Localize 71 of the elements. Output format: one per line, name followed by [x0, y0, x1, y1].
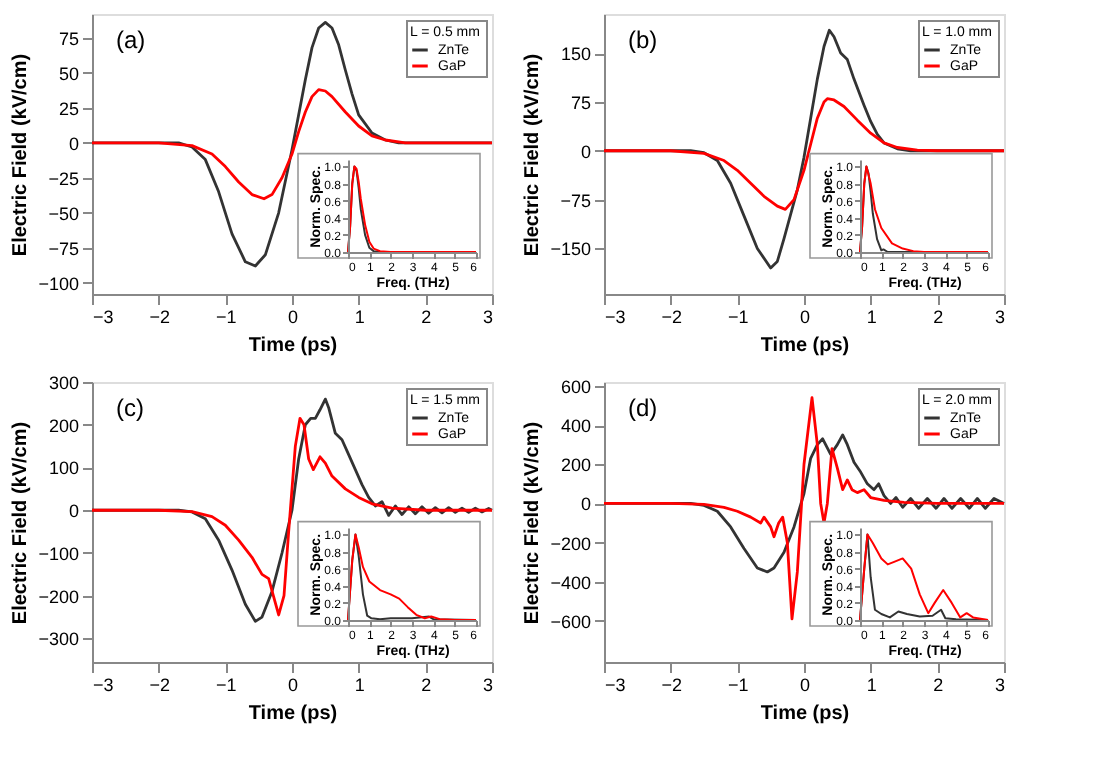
y-tick-label: 0 [68, 133, 79, 154]
y-tick-label: 600 [560, 376, 591, 397]
y-tick-label: 0 [580, 141, 591, 162]
y-tick-label: 200 [48, 415, 79, 436]
x-tick-label: 0 [287, 675, 299, 695]
y-tick-label: 100 [48, 458, 79, 479]
x-tick-label: 2 [421, 675, 432, 695]
y-tick-label: 75 [570, 92, 591, 113]
annotation: (b) [628, 26, 658, 54]
x-tick-label: −3 [93, 675, 114, 695]
y-tick-label: −50 [48, 203, 79, 224]
y-tick-label: 200 [560, 455, 591, 476]
x-tick-label: 0 [799, 307, 811, 327]
x-tick-label: 1 [354, 675, 365, 695]
line-series [602, 97, 1006, 211]
x-tick-label: −2 [661, 307, 682, 327]
y-tick-label: 400 [560, 416, 591, 437]
x-tick-label: −3 [605, 307, 626, 327]
y-tick-label: −150 [550, 239, 591, 260]
y-tick-label: −400 [550, 572, 591, 593]
y-tick-label: 50 [58, 63, 79, 84]
x-tick-label: 2 [933, 307, 944, 327]
y-tick-label: −300 [38, 629, 79, 650]
line-series [859, 533, 989, 621]
x-tick-label: −1 [728, 675, 749, 695]
y-tick-label: −100 [38, 543, 79, 564]
x-tick-label: −2 [149, 675, 170, 695]
annotation: (c) [116, 394, 144, 422]
x-tick-label: 1 [866, 307, 877, 327]
y-tick-label: −100 [38, 273, 79, 294]
x-tick-label: 3 [482, 307, 493, 327]
x-tick-label: −2 [661, 675, 682, 695]
x-axis-title: Time (ps) [760, 703, 850, 725]
x-tick-label: −1 [728, 307, 749, 327]
x-tick-label: −1 [216, 675, 237, 695]
y-axis-title: Electric Field (kV/cm) [522, 421, 545, 625]
x-axis-title: Time (ps) [760, 335, 850, 357]
y-tick-label: 300 [48, 373, 79, 393]
y-tick-label: −200 [38, 586, 79, 607]
x-tick-label: 0 [799, 675, 811, 695]
line-series [347, 533, 477, 621]
y-axis-title: Electric Field (kV/cm) [522, 53, 545, 257]
x-tick-label: 2 [421, 307, 432, 327]
y-tick-label: 150 [560, 44, 591, 65]
y-tick-label: −75 [560, 190, 591, 211]
y-tick-label: −200 [550, 533, 591, 554]
x-tick-label: 1 [354, 307, 365, 327]
x-tick-label: −1 [216, 307, 237, 327]
y-tick-label: 75 [58, 28, 79, 49]
annotation: (a) [116, 26, 146, 54]
x-tick-label: −2 [149, 307, 170, 327]
x-tick-label: 1 [866, 675, 877, 695]
annotation: (d) [628, 394, 658, 422]
y-tick-label: 0 [68, 501, 79, 522]
x-tick-label: 0 [287, 307, 299, 327]
y-tick-label: 0 [580, 494, 591, 515]
line-series [90, 88, 494, 201]
y-tick-label: −25 [48, 168, 79, 189]
x-tick-label: 3 [482, 675, 493, 695]
y-axis-title: Electric Field (kV/cm) [10, 53, 33, 257]
x-tick-label: −3 [93, 307, 114, 327]
y-tick-label: −600 [550, 611, 591, 632]
y-tick-label: −75 [48, 238, 79, 259]
x-tick-label: 3 [994, 307, 1005, 327]
y-axis-title: Electric Field (kV/cm) [10, 421, 33, 625]
x-tick-label: 2 [933, 675, 944, 695]
x-tick-label: −3 [605, 675, 626, 695]
x-tick-label: 3 [994, 675, 1005, 695]
y-tick-label: 25 [58, 98, 79, 119]
x-axis-title: Time (ps) [248, 703, 338, 725]
x-axis-title: Time (ps) [248, 335, 338, 357]
